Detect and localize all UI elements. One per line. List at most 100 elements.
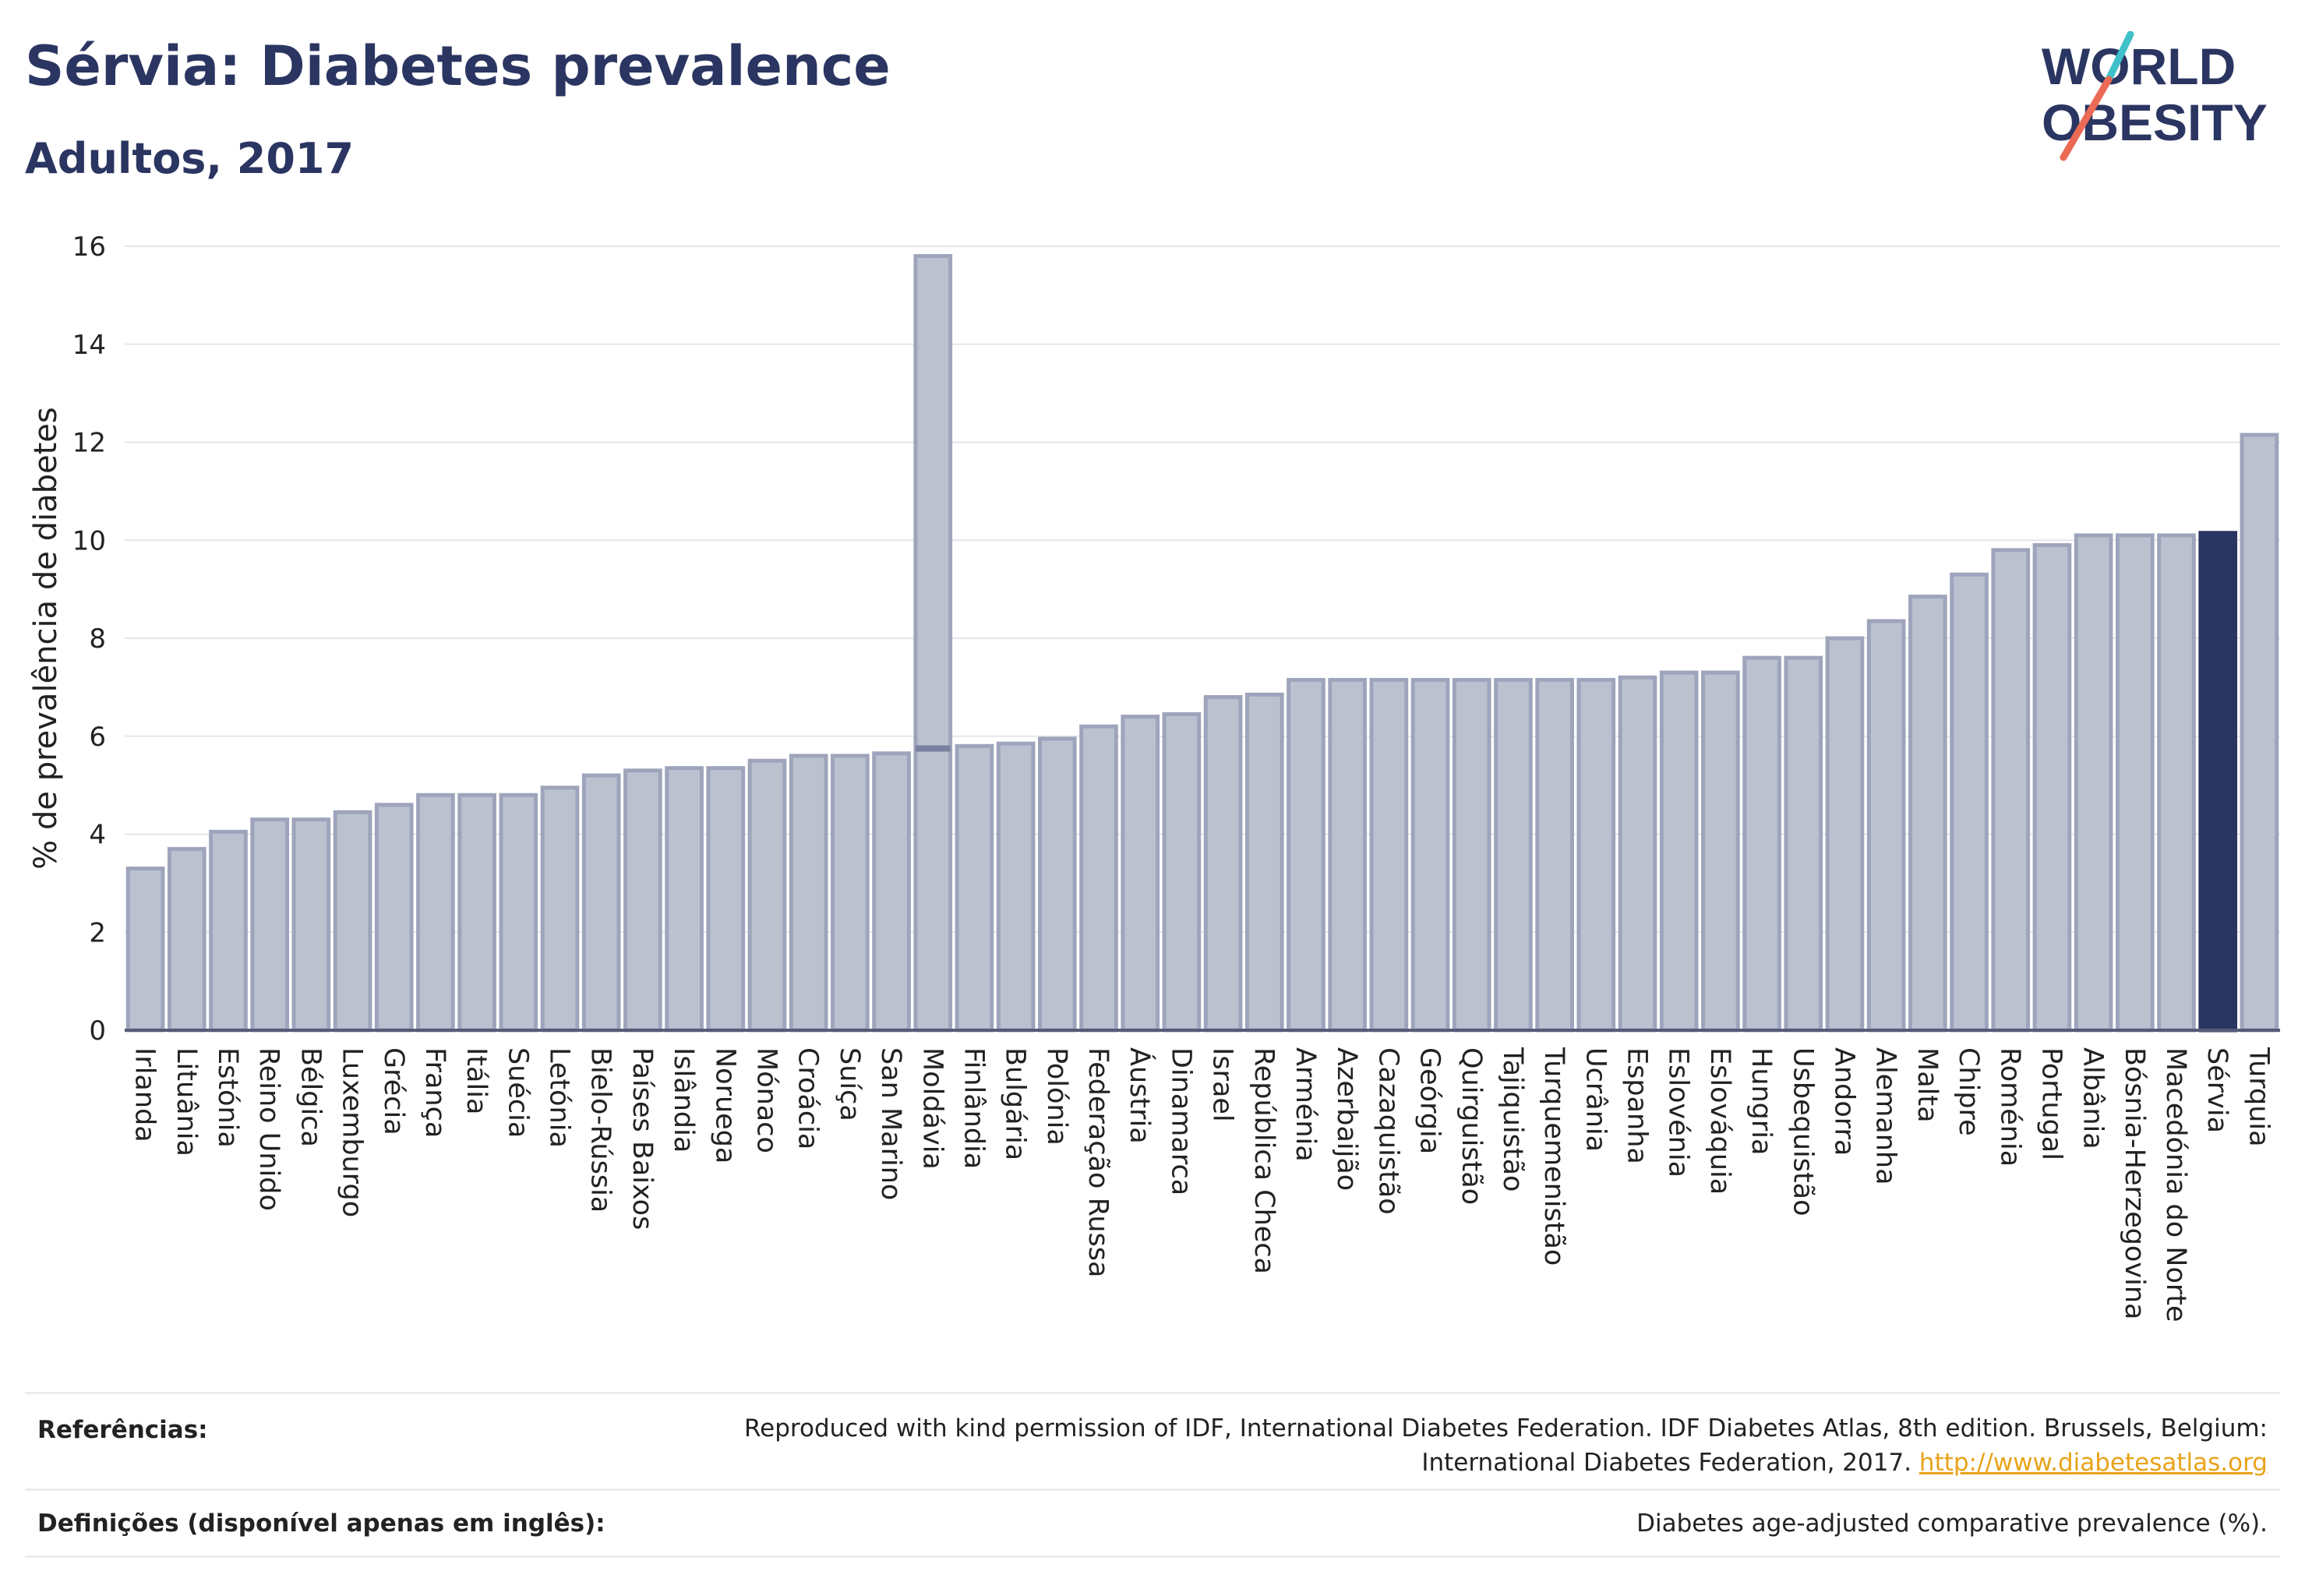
x-tick-label: Espanha	[1622, 1047, 1653, 1164]
x-tick-label: Portugal	[2035, 1047, 2067, 1160]
x-tick-label: Usbequistão	[1787, 1047, 1818, 1216]
x-tick-label: Israel	[1207, 1047, 1238, 1122]
logo-line2: OBESITY	[2042, 94, 2268, 151]
logo-line1: WORLD	[2042, 37, 2236, 95]
x-tick-label: Turquia	[2243, 1047, 2274, 1147]
x-tick-label: Quirguistão	[1456, 1047, 1487, 1205]
y-tick-label: 12	[72, 428, 106, 459]
definitions-text: Diabetes age-adjusted comparative preval…	[1636, 1509, 2268, 1538]
bar	[457, 793, 496, 1033]
bar	[1784, 655, 1823, 1033]
bar	[167, 846, 206, 1033]
bar	[1410, 677, 1450, 1033]
bar	[1701, 670, 1740, 1033]
bar	[1203, 694, 1243, 1033]
definitions-label: Definições (disponível apenas em inglês)…	[37, 1509, 605, 1538]
bar	[1452, 677, 1491, 1033]
bar	[706, 766, 746, 1033]
y-axis-label: % de prevalência de diabetes	[28, 407, 64, 869]
x-tick-label: Sérvia	[2201, 1047, 2233, 1133]
bar	[1576, 677, 1616, 1033]
references-text-2: International Diabetes Federation, 2017.	[1421, 1449, 1912, 1477]
x-tick-label: Cazaquistão	[1372, 1047, 1403, 1215]
bar	[209, 829, 248, 1033]
y-tick-label: 14	[72, 330, 106, 361]
x-tick-label: Letónia	[544, 1047, 575, 1148]
y-tick-label: 6	[89, 722, 106, 753]
x-tick-label: Mónaco	[750, 1047, 782, 1153]
x-tick-label: Albânia	[2077, 1047, 2109, 1149]
bar	[416, 793, 455, 1033]
bar	[1908, 595, 1947, 1033]
bar	[2115, 533, 2155, 1033]
y-tick-label: 16	[72, 231, 106, 263]
bar	[1825, 636, 1865, 1033]
x-tick-label: Luxemburgo	[337, 1047, 368, 1217]
x-tick-label: San Marino	[875, 1047, 906, 1200]
bar	[333, 810, 372, 1033]
logo-slash-teal	[2105, 31, 2134, 83]
x-tick-label: Países Baixos	[627, 1047, 658, 1230]
x-tick-label: Islândia	[668, 1047, 699, 1153]
x-tick-label: Chipre	[1953, 1047, 1984, 1136]
x-tick-label: Ucrânia	[1580, 1047, 1611, 1152]
x-tick-label: Suíça	[834, 1047, 865, 1121]
x-tick-label: Reino Unido	[253, 1047, 284, 1211]
bar	[831, 754, 870, 1033]
x-tick-label: Dinamarca	[1165, 1047, 1196, 1195]
bar	[1328, 677, 1368, 1033]
references-row: Referências: Reproduced with kind permis…	[25, 1392, 2280, 1488]
x-tick-label: Polónia	[1041, 1047, 1072, 1146]
chart-title: Sérvia: Diabetes prevalence	[25, 34, 891, 98]
bar	[291, 817, 331, 1033]
x-tick-label: França	[419, 1047, 450, 1138]
x-tick-label: Arménia	[1290, 1047, 1321, 1162]
x-tick-label: Hungria	[1746, 1047, 1777, 1155]
bar	[1866, 619, 1906, 1033]
x-tick-label: Noruega	[709, 1047, 740, 1163]
x-tick-label: Eslováquia	[1704, 1047, 1735, 1195]
bar	[1121, 715, 1160, 1033]
x-tick-label: República Checa	[1248, 1047, 1280, 1274]
x-tick-label: Itália	[461, 1047, 492, 1114]
bar	[1742, 655, 1781, 1033]
bar	[1494, 677, 1533, 1033]
references-text-1: Reproduced with kind permission of IDF, …	[744, 1414, 2268, 1442]
bar	[1659, 670, 1699, 1033]
y-tick-label: 10	[72, 525, 106, 556]
x-tick-label: Azerbaijão	[1331, 1047, 1362, 1191]
bar	[2240, 433, 2279, 1033]
y-tick-label: 4	[89, 820, 106, 851]
x-tick-label: Croácia	[792, 1047, 824, 1149]
x-tick-label: Moldávia	[916, 1047, 948, 1170]
bar	[250, 817, 290, 1033]
x-tick-label: Geórgia	[1414, 1047, 1445, 1154]
x-tick-label: Lituânia	[171, 1047, 202, 1156]
x-tick-label: Estónia	[212, 1047, 243, 1148]
world-obesity-logo: WORLD OBESITY	[2042, 31, 2268, 161]
x-tick-label: Bielo-Rússia	[585, 1047, 616, 1213]
bar	[872, 751, 911, 1033]
bar-chart: 0 2 4 6 8 10 12 14 16 % de prevalência de diabete…	[28, 231, 2280, 1322]
bottom-divider	[25, 1555, 2280, 1558]
y-tick-label: 2	[89, 917, 106, 948]
bar	[665, 766, 704, 1033]
bar	[789, 754, 828, 1033]
x-tick-label: Áustria	[1124, 1047, 1156, 1144]
bar	[1079, 724, 1118, 1033]
bar	[499, 793, 538, 1033]
x-tick-label: Tajiquistão	[1497, 1047, 1528, 1192]
x-tick-label: Malta	[1911, 1047, 1943, 1123]
bar	[747, 758, 787, 1033]
bar	[1991, 548, 2031, 1033]
x-tick-label: Macedónia do Norte	[2160, 1047, 2191, 1322]
bar	[1162, 711, 1202, 1033]
bar	[540, 786, 580, 1033]
references-label: Referências:	[37, 1416, 208, 1444]
logo-slash-coral	[2060, 76, 2113, 161]
x-tick-label: Finlândia	[958, 1047, 989, 1169]
diabetes-atlas-link[interactable]: http://www.diabetesatlas.org	[1918, 1449, 2268, 1477]
x-tick-label: Roménia	[1994, 1047, 2025, 1167]
x-tick-label: Grécia	[378, 1047, 409, 1135]
bar	[913, 254, 953, 1033]
